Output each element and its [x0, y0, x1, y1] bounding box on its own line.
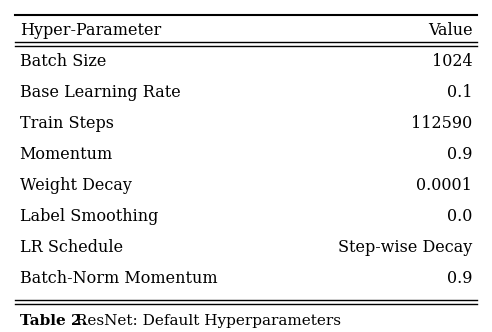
Text: Momentum: Momentum	[20, 146, 113, 163]
Text: Table 2.: Table 2.	[20, 314, 87, 328]
Text: Batch-Norm Momentum: Batch-Norm Momentum	[20, 271, 217, 288]
Text: Label Smoothing: Label Smoothing	[20, 208, 158, 225]
Text: 1024: 1024	[431, 53, 472, 70]
Text: 0.9: 0.9	[447, 271, 472, 288]
Text: Hyper-Parameter: Hyper-Parameter	[20, 22, 161, 39]
Text: LR Schedule: LR Schedule	[20, 239, 123, 256]
Text: 0.1: 0.1	[447, 84, 472, 101]
Text: Value: Value	[428, 22, 472, 39]
Text: Step-wise Decay: Step-wise Decay	[338, 239, 472, 256]
Text: Batch Size: Batch Size	[20, 53, 106, 70]
Text: 0.0: 0.0	[447, 208, 472, 225]
Text: 112590: 112590	[411, 115, 472, 132]
Text: ResNet: Default Hyperparameters: ResNet: Default Hyperparameters	[71, 314, 341, 328]
Text: Weight Decay: Weight Decay	[20, 177, 131, 194]
Text: 0.0001: 0.0001	[416, 177, 472, 194]
Text: Base Learning Rate: Base Learning Rate	[20, 84, 181, 101]
Text: 0.9: 0.9	[447, 146, 472, 163]
Text: Train Steps: Train Steps	[20, 115, 114, 132]
